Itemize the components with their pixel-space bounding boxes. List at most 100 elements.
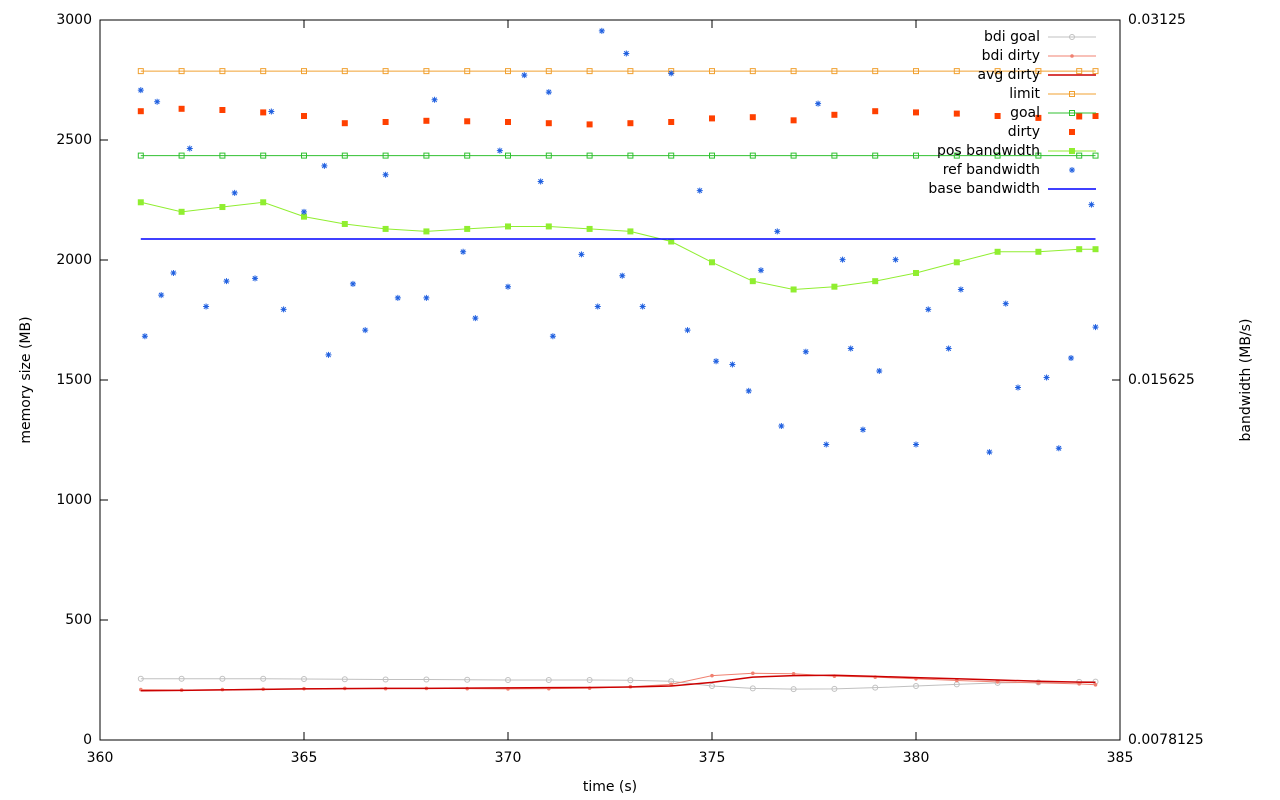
marker	[831, 283, 838, 290]
marker	[1092, 113, 1099, 119]
marker	[301, 113, 307, 119]
marker	[872, 684, 879, 691]
marker	[627, 68, 634, 75]
marker	[749, 278, 756, 285]
marker	[1092, 68, 1099, 75]
marker	[431, 96, 438, 103]
x-tick-label: 360	[87, 750, 114, 766]
marker	[994, 248, 1001, 255]
marker	[627, 120, 634, 127]
marker	[586, 68, 593, 75]
marker	[219, 107, 226, 113]
legend-label: dirty	[1008, 124, 1040, 140]
marker	[505, 152, 511, 159]
marker	[994, 113, 1001, 119]
marker	[505, 677, 511, 683]
marker	[341, 676, 348, 683]
marker	[872, 108, 879, 115]
marker	[549, 333, 556, 340]
marker	[745, 387, 752, 394]
marker	[219, 675, 226, 682]
marker	[627, 228, 634, 235]
marker	[301, 676, 307, 683]
marker	[1035, 152, 1042, 159]
marker	[280, 306, 287, 313]
marker	[696, 187, 703, 194]
marker	[876, 367, 883, 374]
marker	[423, 294, 430, 301]
marker	[219, 152, 226, 159]
marker	[1076, 68, 1083, 75]
legend-label: bdi goal	[984, 29, 1040, 45]
marker	[341, 220, 348, 227]
marker	[268, 108, 275, 115]
marker	[260, 675, 267, 682]
marker	[1069, 34, 1075, 40]
marker	[423, 68, 430, 75]
marker	[423, 117, 430, 124]
marker	[709, 115, 715, 122]
y2-tick-label: 0.03125	[1128, 12, 1186, 28]
marker	[362, 327, 369, 334]
marker	[749, 114, 756, 121]
marker	[790, 68, 797, 75]
marker	[301, 152, 307, 159]
marker	[1015, 384, 1021, 391]
marker	[913, 683, 919, 689]
marker	[472, 315, 479, 322]
marker	[223, 278, 230, 285]
marker	[1092, 152, 1099, 159]
series	[137, 27, 1099, 456]
legend-label: goal	[1010, 105, 1040, 121]
marker	[382, 119, 389, 125]
marker	[545, 68, 552, 75]
marker	[1036, 681, 1041, 685]
marker	[598, 27, 605, 34]
marker	[994, 152, 1001, 159]
marker	[586, 121, 593, 128]
y-tick-label: 3000	[56, 12, 92, 28]
legend-label: pos bandwidth	[937, 143, 1040, 159]
marker	[464, 118, 471, 125]
marker	[154, 98, 161, 105]
marker	[627, 152, 634, 159]
marker	[505, 223, 511, 230]
marker	[349, 280, 356, 287]
marker	[953, 152, 960, 159]
marker	[594, 303, 601, 310]
marker	[1035, 114, 1042, 121]
marker	[382, 171, 389, 178]
marker	[627, 677, 634, 684]
marker	[1076, 152, 1083, 159]
y-tick-label: 500	[65, 612, 92, 628]
marker	[709, 68, 715, 75]
marker	[823, 441, 830, 448]
marker	[892, 256, 899, 263]
marker	[713, 358, 720, 365]
y-tick-label: 1500	[56, 372, 92, 388]
marker	[1055, 445, 1062, 452]
x-tick-label: 365	[291, 750, 318, 766]
marker	[1069, 110, 1075, 116]
marker	[231, 189, 238, 196]
marker	[464, 676, 471, 683]
legend: bdi goal bdi dirty avg dirty limit goal dirty…	[928, 29, 1096, 197]
marker	[802, 348, 809, 355]
series	[137, 675, 1099, 693]
marker	[913, 68, 919, 75]
marker	[790, 117, 797, 124]
marker	[913, 269, 919, 276]
marker	[460, 248, 467, 255]
marker	[751, 671, 755, 676]
marker	[586, 677, 593, 683]
marker	[1076, 246, 1083, 253]
marker	[394, 294, 401, 301]
y2-tick-label: 0.0078125	[1128, 732, 1204, 748]
marker	[1069, 129, 1075, 135]
marker	[831, 685, 838, 692]
marker	[839, 256, 846, 263]
marker	[537, 178, 544, 185]
series	[137, 199, 1099, 293]
marker	[872, 152, 879, 159]
